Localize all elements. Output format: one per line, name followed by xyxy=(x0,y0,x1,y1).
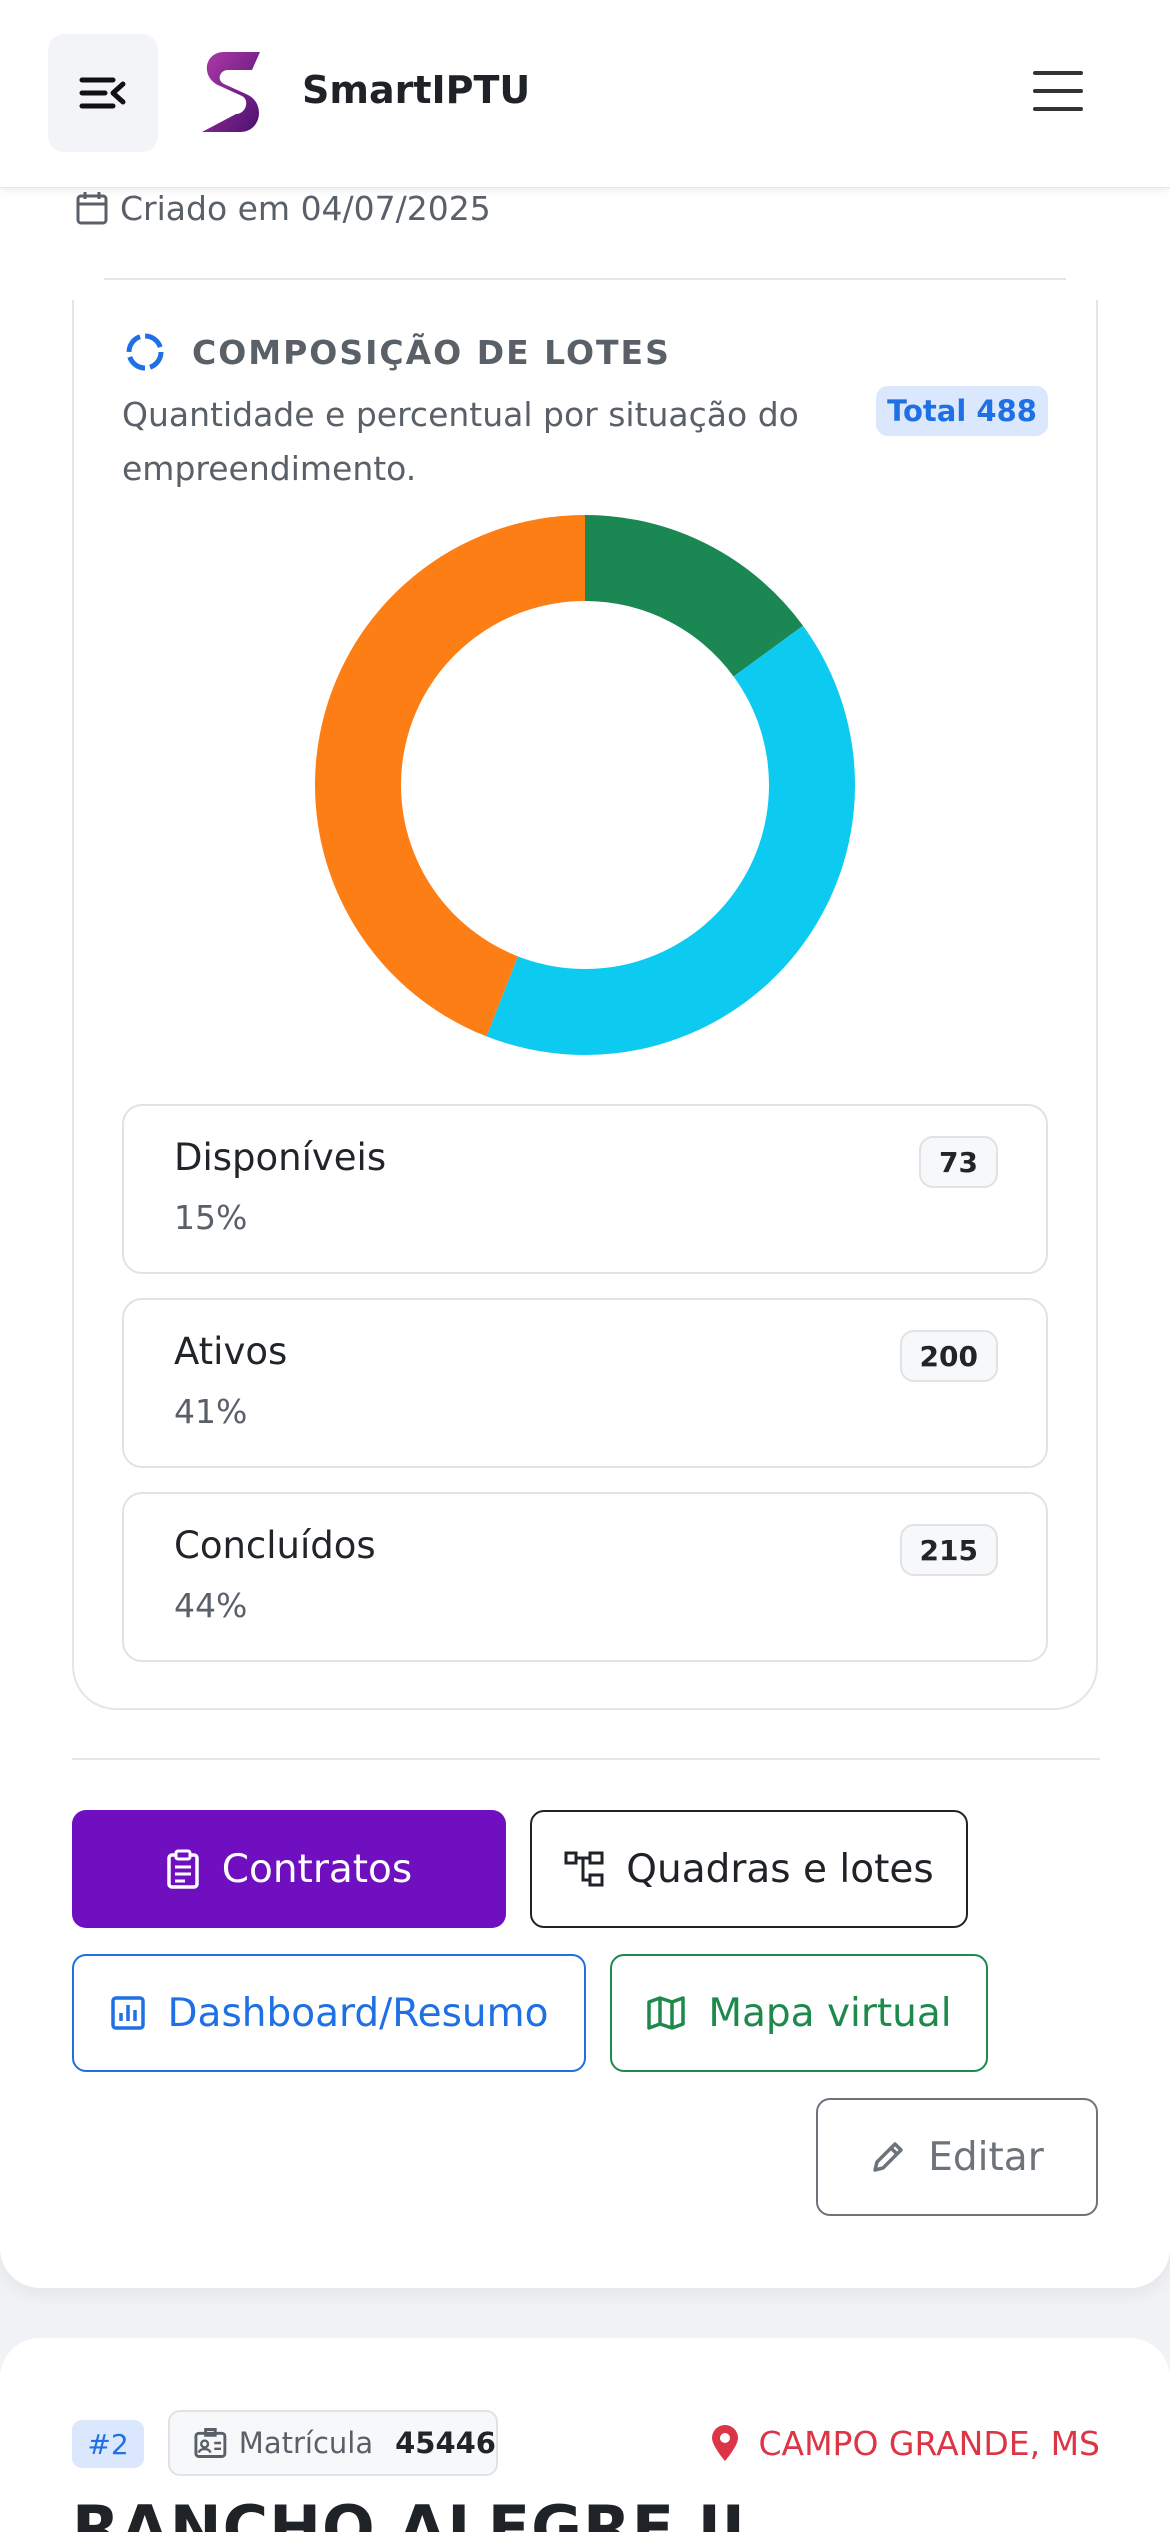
property-title: RANCHO ALEGRE II xyxy=(72,2492,746,2532)
editar-label: Editar xyxy=(928,2134,1044,2180)
loading-circle-icon xyxy=(126,333,164,371)
section-title: COMPOSIÇÃO DE LOTES xyxy=(192,332,671,372)
map-icon xyxy=(647,1996,686,2030)
item-id-badge: #2 xyxy=(72,2420,144,2468)
location-text: CAMPO GRANDE, MS xyxy=(758,2423,1100,2463)
quadras-lotes-label: Quadras e lotes xyxy=(626,1846,934,1892)
lotes-composition-panel xyxy=(72,300,1098,1710)
dashboard-label: Dashboard/Resumo xyxy=(167,1990,549,2036)
hamburger-icon[interactable] xyxy=(1032,68,1084,114)
menu-collapse-icon xyxy=(79,77,126,109)
pencil-icon xyxy=(873,2142,904,2172)
map-pin-icon xyxy=(712,2425,739,2461)
id-card-icon xyxy=(194,2428,227,2458)
mapa-virtual-label: Mapa virtual xyxy=(708,1990,952,2036)
legend-name: Concluídos xyxy=(174,1524,376,1567)
divider xyxy=(72,1758,1100,1760)
legend-item-disponiveis: Disponíveis 15% 73 xyxy=(122,1104,1048,1274)
created-date: Criado em 04/07/2025 xyxy=(76,186,491,230)
app-title: SmartIPTU xyxy=(302,68,531,112)
total-badge: Total 488 xyxy=(876,386,1048,436)
legend-count-badge: 215 xyxy=(899,1524,998,1576)
mapa-virtual-button[interactable]: Mapa virtual xyxy=(610,1954,988,2072)
sidebar-collapse-button[interactable] xyxy=(48,34,158,152)
diagram-icon xyxy=(564,1851,604,1887)
donut-slice-disponiveis xyxy=(585,515,804,677)
bar-chart-icon xyxy=(110,1996,145,2030)
dashboard-button[interactable]: Dashboard/Resumo xyxy=(72,1954,586,2072)
legend-item-concluidos: Concluídos 44% 215 xyxy=(122,1492,1048,1662)
matricula-label: Matrícula xyxy=(238,2426,374,2460)
legend-count-badge: 73 xyxy=(919,1136,998,1188)
clipboard-icon xyxy=(166,1849,199,1889)
created-date-text: Criado em 04/07/2025 xyxy=(120,188,491,228)
legend-percent: 15% xyxy=(174,1198,248,1237)
section-header: COMPOSIÇÃO DE LOTES xyxy=(124,326,671,378)
top-bar: SmartIPTU xyxy=(0,0,1170,188)
editar-button[interactable]: Editar xyxy=(816,2098,1098,2216)
contratos-button[interactable]: Contratos xyxy=(72,1810,506,1928)
legend-count-badge: 200 xyxy=(899,1330,998,1382)
quadras-lotes-button[interactable]: Quadras e lotes xyxy=(530,1810,968,1928)
section-subtitle: Quantidade e percentual por situação do … xyxy=(122,395,799,488)
smartiptu-logo xyxy=(202,52,260,132)
donut-slice-ativos xyxy=(486,625,855,1055)
matricula-value: 45446 xyxy=(395,2426,496,2460)
legend-name: Disponíveis xyxy=(174,1136,387,1179)
legend-percent: 44% xyxy=(174,1586,248,1625)
legend-name: Ativos xyxy=(174,1330,288,1373)
matricula-chip: Matrícula 45446 xyxy=(168,2410,498,2476)
calendar-icon xyxy=(76,192,108,225)
lotes-donut-chart xyxy=(315,515,855,1055)
location: CAMPO GRANDE, MS xyxy=(694,2410,1100,2476)
contratos-label: Contratos xyxy=(221,1846,413,1892)
legend-percent: 41% xyxy=(174,1392,248,1431)
legend-item-ativos: Ativos 41% 200 xyxy=(122,1298,1048,1468)
divider xyxy=(104,278,1066,280)
donut-slice-concluidos xyxy=(315,515,585,1037)
